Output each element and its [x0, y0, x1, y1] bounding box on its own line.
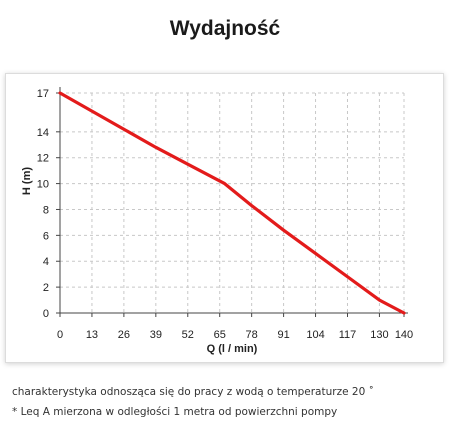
- y-tick-label-2: 4: [43, 256, 49, 268]
- y-tick-label-4: 8: [43, 204, 49, 216]
- series-layer: [58, 91, 406, 315]
- y-tick-label-6: 12: [37, 153, 49, 165]
- y-tick-label-7: 14: [37, 127, 49, 139]
- x-tick-label-8: 104: [306, 329, 324, 341]
- y-axis-label: H (m): [21, 167, 33, 195]
- x-tick-label-10: 130: [370, 329, 388, 341]
- x-tick-label-11: 140: [395, 329, 413, 341]
- y-tick-label-1: 2: [43, 282, 49, 294]
- tick-labels: 0 2 4 6 8 10 12 14 17 0 13 26 39 52 65 78 91 104 117 130 140: [37, 88, 413, 341]
- grid-lines: [60, 92, 405, 313]
- y-tick-label-0: 0: [43, 308, 49, 320]
- y-tick-label-5: 10: [37, 179, 49, 191]
- x-tick-label-2: 26: [118, 329, 130, 341]
- x-tick-label-9: 117: [339, 329, 357, 341]
- chart-title: Wydajność: [169, 17, 281, 40]
- x-axis-label: Q (l / min): [207, 343, 258, 355]
- x-tick-label-7: 91: [277, 329, 289, 341]
- axes: [56, 87, 408, 317]
- y-tick-label-8: 17: [37, 88, 49, 100]
- x-tick-label-1: 13: [86, 329, 98, 341]
- series-line-0: [58, 91, 406, 315]
- x-tick-label-5: 65: [214, 329, 226, 341]
- x-tick-label-6: 78: [246, 329, 258, 341]
- x-tick-label-0: 0: [57, 329, 63, 341]
- x-tick-label-4: 52: [182, 329, 194, 341]
- noise-note: * Leq A mierzona w odległości 1 metra od…: [12, 406, 338, 418]
- chart-frame: 0 2 4 6 8 10 12 14 17 0 13 26 39 52 65 78 91 104 117 130 140…: [5, 73, 444, 363]
- performance-chart: 0 2 4 6 8 10 12 14 17 0 13 26 39 52 65 78 91 104 117 130 140…: [21, 87, 413, 355]
- x-tick-label-3: 39: [150, 329, 162, 341]
- temperature-note: charakterystyka odnosząca się do pracy z…: [12, 386, 374, 398]
- y-tick-label-3: 6: [43, 230, 49, 242]
